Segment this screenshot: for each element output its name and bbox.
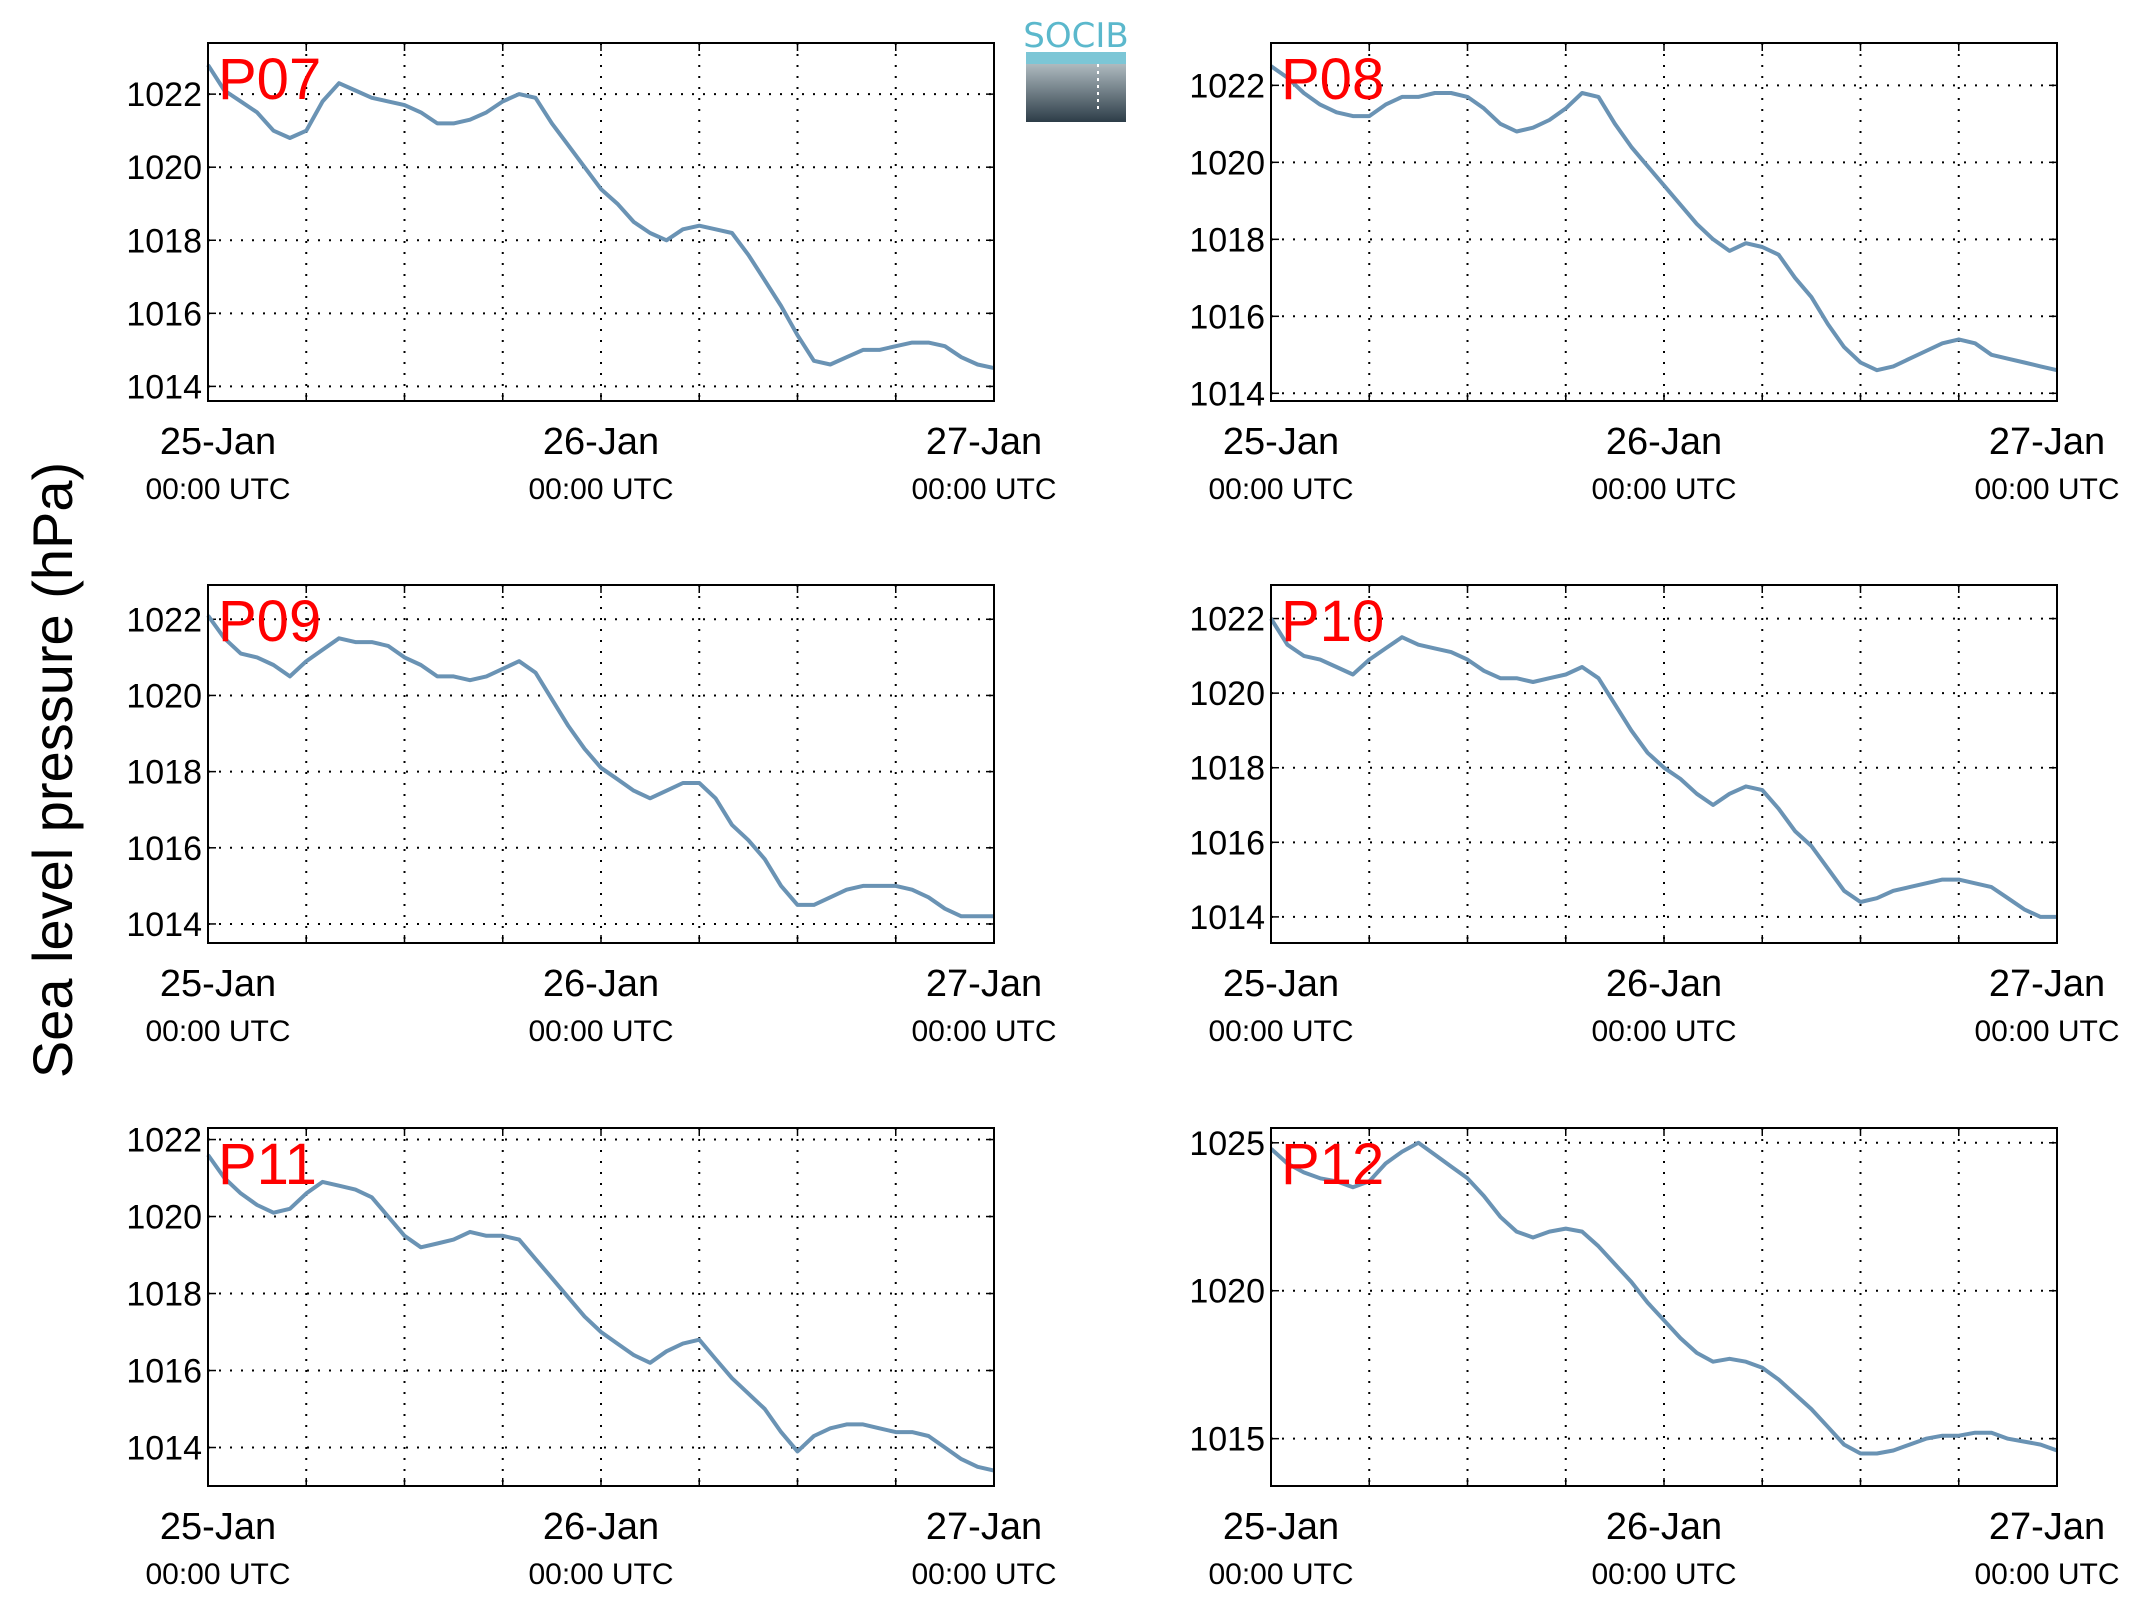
x-tick-day: 27-Jan (926, 421, 1042, 463)
x-tick-time: 00:00 UTC (528, 1015, 673, 1048)
logo-wave (1026, 52, 1126, 64)
plot-frame (1270, 42, 2058, 402)
x-tick-time: 00:00 UTC (145, 1558, 290, 1591)
y-tick-label: 1014 (1189, 375, 1265, 413)
y-tick-label: 1022 (126, 76, 202, 114)
y-tick-label: 1016 (1189, 298, 1265, 336)
x-tick-day: 25-Jan (1223, 421, 1339, 463)
x-tick-day: 25-Jan (160, 963, 276, 1005)
pressure-line-p09 (206, 614, 994, 919)
panel-label: P07 (218, 47, 321, 112)
x-tick-day: 25-Jan (1223, 1506, 1339, 1548)
x-tick-time: 00:00 UTC (1208, 473, 1353, 506)
socib-logo: SOCIB (1023, 16, 1129, 122)
x-tick-time: 00:00 UTC (1974, 1558, 2119, 1591)
chart-panel-p11: 1014 1016 1018 1020 1022 25-Jan 00:00 UTC 26-Ja… (126, 1122, 1056, 1591)
y-tick-label: 1016 (126, 1353, 202, 1391)
y-tick-label: 1018 (126, 222, 202, 260)
chart-panel-p09: 1014 1016 1018 1020 1022 25-Jan 00:00 UTC 26-Ja… (126, 584, 1057, 1048)
x-tick-day: 26-Jan (1606, 421, 1722, 463)
chart-panel-p08: 1014 1016 1018 1020 1022 25-Jan 00:00 UTC 26-Ja… (1189, 42, 2120, 506)
y-tick-label: 1020 (126, 677, 202, 715)
y-tick-label: 1018 (126, 754, 202, 792)
y-tick-label: 1014 (126, 906, 202, 944)
y-tick-label: 1016 (126, 830, 202, 868)
panel-label: P11 (218, 1132, 317, 1197)
y-tick-label: 1020 (1189, 1273, 1265, 1311)
panel-label: P09 (218, 589, 321, 654)
x-tick-time: 00:00 UTC (528, 1558, 673, 1591)
plot-frame (207, 42, 995, 402)
y-tick-label: 1020 (1189, 675, 1265, 713)
x-tick-day: 27-Jan (1989, 963, 2105, 1005)
x-tick-time: 00:00 UTC (1208, 1015, 1353, 1048)
x-tick-day: 27-Jan (1989, 1506, 2105, 1548)
y-axis-label: Sea level pressure (hPa) (21, 462, 84, 1078)
y-tick-label: 1020 (126, 1199, 202, 1237)
y-tick-label: 1020 (1189, 144, 1265, 182)
x-tick-day: 26-Jan (543, 963, 659, 1005)
x-tick-day: 26-Jan (1606, 963, 1722, 1005)
y-tick-label: 1016 (1189, 824, 1265, 862)
y-tick-label: 1020 (126, 149, 202, 187)
pressure-line-p07 (206, 63, 995, 371)
x-tick-time: 00:00 UTC (1591, 473, 1736, 506)
y-tick-label: 1018 (1189, 750, 1265, 788)
x-tick-day: 26-Jan (543, 1506, 659, 1548)
y-tick-label: 1014 (126, 1430, 202, 1468)
x-tick-time: 00:00 UTC (1208, 1558, 1353, 1591)
pressure-line-p12 (1269, 1140, 2058, 1456)
plot-frame (1270, 584, 2058, 944)
x-tick-time: 00:00 UTC (1591, 1558, 1736, 1591)
y-tick-label: 1014 (1189, 899, 1265, 937)
y-tick-label: 1022 (1189, 601, 1265, 639)
pressure-line-p11 (206, 1153, 995, 1473)
x-tick-time: 00:00 UTC (911, 1015, 1056, 1048)
pressure-line-p10 (1269, 617, 2057, 919)
y-tick-label: 1018 (1189, 221, 1265, 259)
chart-panel-p12: 1015 1020 1025 25-Jan 00:00 UTC 26-Jan 00:00 U… (1189, 1125, 2119, 1591)
x-tick-time: 00:00 UTC (1974, 473, 2119, 506)
x-tick-day: 25-Jan (160, 1506, 276, 1548)
plot-frame (207, 1127, 995, 1487)
x-tick-time: 00:00 UTC (145, 473, 290, 506)
x-tick-day: 27-Jan (926, 963, 1042, 1005)
x-tick-time: 00:00 UTC (1974, 1015, 2119, 1048)
panel-label: P08 (1281, 47, 1384, 112)
logo-text: SOCIB (1023, 16, 1128, 56)
y-tick-label: 1022 (126, 601, 202, 639)
chart-panel-p07: 1014 1016 1018 1020 1022 25-Jan 00:00 UTC 26-Ja… (126, 42, 1057, 506)
x-tick-time: 00:00 UTC (1591, 1015, 1736, 1048)
y-tick-label: 1016 (126, 295, 202, 333)
y-tick-label: 1015 (1189, 1421, 1265, 1459)
y-tick-label: 1022 (126, 1122, 202, 1160)
y-tick-label: 1014 (126, 368, 202, 406)
panel-label: P10 (1281, 589, 1384, 654)
pressure-line-p08 (1269, 64, 2058, 373)
y-tick-label: 1025 (1189, 1125, 1265, 1163)
plot-frame (207, 584, 995, 944)
x-tick-day: 27-Jan (1989, 421, 2105, 463)
plot-frame (1270, 1127, 2058, 1487)
x-tick-time: 00:00 UTC (145, 1015, 290, 1048)
x-tick-day: 26-Jan (543, 421, 659, 463)
panel-label: P12 (1281, 1132, 1384, 1197)
x-tick-day: 25-Jan (160, 421, 276, 463)
x-tick-time: 00:00 UTC (528, 473, 673, 506)
x-tick-day: 26-Jan (1606, 1506, 1722, 1548)
x-tick-time: 00:00 UTC (911, 1558, 1056, 1591)
y-tick-label: 1018 (126, 1276, 202, 1314)
x-tick-day: 27-Jan (926, 1506, 1042, 1548)
y-tick-label: 1022 (1189, 67, 1265, 105)
chart-panel-p10: 1014 1016 1018 1020 1022 25-Jan 00:00 UTC 26-Ja… (1189, 584, 2120, 1048)
x-tick-time: 00:00 UTC (911, 473, 1056, 506)
x-tick-day: 25-Jan (1223, 963, 1339, 1005)
